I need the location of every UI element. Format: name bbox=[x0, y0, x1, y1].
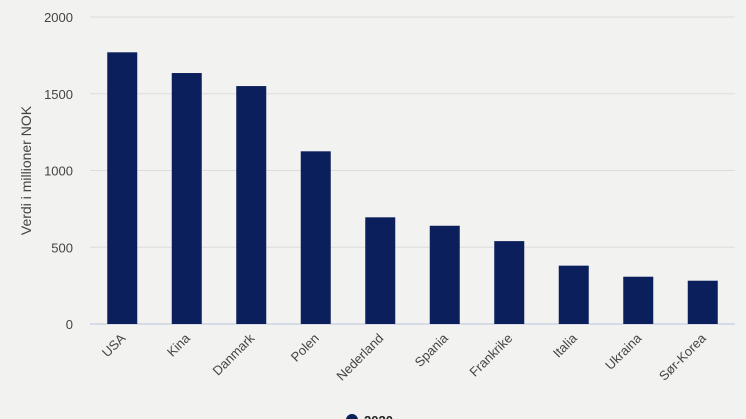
bar-polen[interactable] bbox=[300, 151, 331, 324]
x-tick-label: Ukraina bbox=[602, 330, 645, 373]
bar-spania[interactable] bbox=[429, 225, 460, 324]
x-tick-label: USA bbox=[99, 330, 129, 360]
x-tick-label: Nederland bbox=[333, 331, 386, 384]
y-tick-label: 1500 bbox=[44, 87, 73, 102]
bar-italia[interactable] bbox=[558, 265, 589, 324]
y-tick-label: 2000 bbox=[44, 10, 73, 25]
bar-nederland[interactable] bbox=[365, 217, 396, 324]
legend[interactable]: 2020 bbox=[346, 413, 393, 419]
x-tick-label: Frankrike bbox=[466, 331, 515, 380]
y-axis-title: Verdi i millioner NOK bbox=[18, 105, 34, 235]
x-tick-label: Spania bbox=[412, 330, 452, 370]
bar-usa[interactable] bbox=[107, 52, 138, 325]
legend-label: 2020 bbox=[364, 413, 393, 419]
y-tick-label: 500 bbox=[51, 240, 73, 255]
x-tick-label: Polen bbox=[288, 331, 322, 365]
bar-kina[interactable] bbox=[171, 73, 202, 324]
x-tick-label: Danmark bbox=[209, 330, 257, 378]
x-tick-label: Italia bbox=[550, 330, 581, 361]
bars bbox=[107, 52, 718, 325]
x-axis-ticks: USA Kina Danmark Polen Nederland Spania Frankr… bbox=[99, 330, 710, 384]
bar-sør-korea[interactable] bbox=[687, 280, 718, 324]
y-tick-label: 0 bbox=[66, 317, 73, 332]
bar-ukraina[interactable] bbox=[623, 276, 654, 324]
y-tick-label: 1000 bbox=[44, 164, 73, 179]
bar-danmark[interactable] bbox=[236, 86, 267, 324]
bar-frankrike[interactable] bbox=[494, 241, 525, 324]
x-tick-label: Kina bbox=[164, 330, 194, 360]
y-axis-ticks: 0 500 1000 1500 2000 bbox=[44, 10, 73, 332]
legend-marker bbox=[346, 414, 358, 419]
x-tick-label: Sør-Korea bbox=[656, 330, 710, 384]
